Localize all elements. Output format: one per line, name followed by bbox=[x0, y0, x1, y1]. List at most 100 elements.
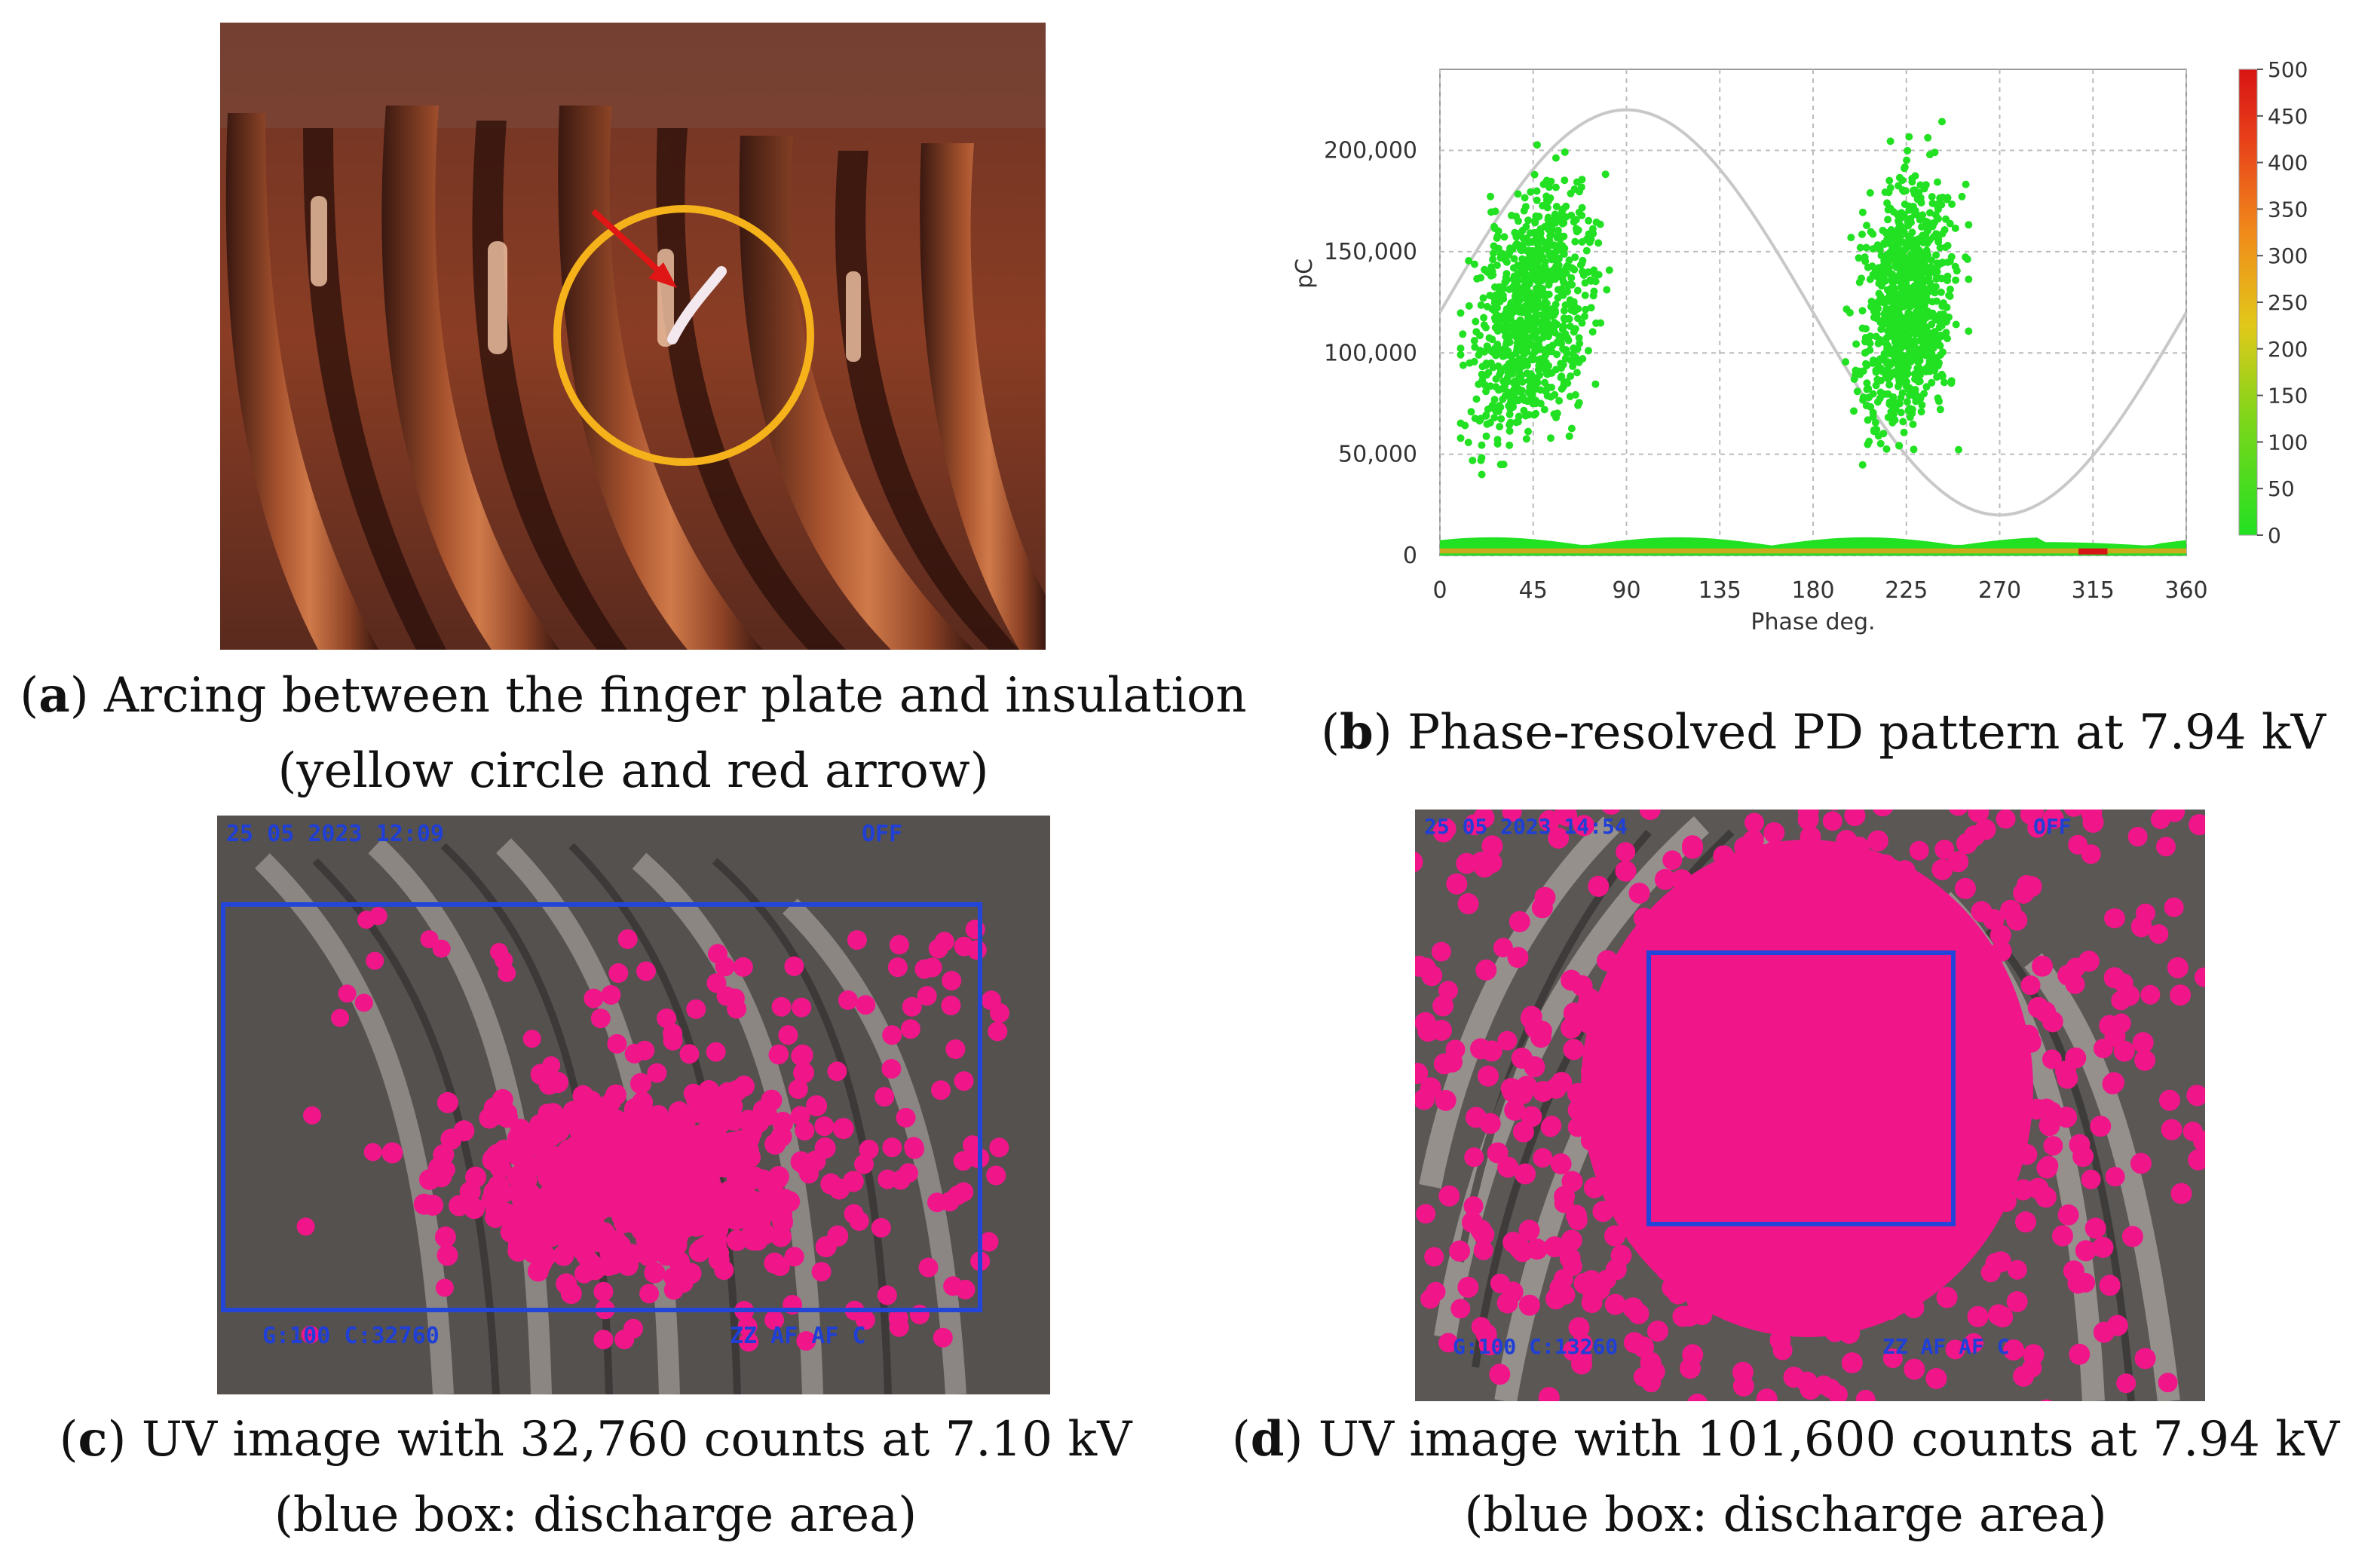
pd-point bbox=[1880, 239, 1888, 247]
pd-point bbox=[1936, 406, 1944, 414]
uv-spot bbox=[1627, 1038, 1648, 1060]
pd-point bbox=[1944, 335, 1951, 343]
uv-spot bbox=[1830, 1280, 1852, 1302]
uv-spot bbox=[1647, 1321, 1668, 1342]
y-tick-label: 150,000 bbox=[1324, 239, 1417, 265]
pd-point bbox=[1550, 241, 1558, 249]
uv-spot bbox=[2134, 1049, 2156, 1071]
uv-spot bbox=[988, 1021, 1008, 1042]
pd-point bbox=[1873, 265, 1881, 273]
uv-spot bbox=[882, 1025, 902, 1045]
uv-spot bbox=[854, 1154, 874, 1174]
pd-point bbox=[1919, 314, 1928, 323]
uv-spot bbox=[623, 1318, 643, 1339]
pd-point bbox=[1965, 275, 1973, 283]
uv-spot bbox=[1497, 1030, 1518, 1051]
uv-spot bbox=[624, 1043, 645, 1064]
uv-spot bbox=[1772, 1340, 1793, 1360]
uv-spot bbox=[1433, 1053, 1455, 1075]
pd-point bbox=[1925, 271, 1933, 280]
pd-point bbox=[1556, 240, 1564, 249]
pd-point bbox=[1910, 271, 1919, 279]
uv-spot bbox=[1792, 1045, 1813, 1067]
uv-spot bbox=[1855, 1088, 1876, 1109]
pd-point bbox=[1466, 359, 1474, 367]
uv-spot bbox=[1556, 810, 1578, 827]
pd-point bbox=[1465, 301, 1473, 310]
pd-point bbox=[1488, 335, 1496, 344]
uv-spot bbox=[1981, 1171, 2003, 1192]
uv-spot bbox=[2090, 1116, 2112, 1137]
pd-point bbox=[1532, 317, 1539, 326]
pd-point bbox=[1539, 333, 1547, 341]
pd-point bbox=[1585, 230, 1593, 238]
pd-point bbox=[1561, 268, 1568, 276]
pd-point bbox=[1512, 418, 1521, 427]
uv-spot bbox=[2066, 957, 2086, 978]
pd-point bbox=[1481, 381, 1489, 389]
pd-point bbox=[1859, 396, 1867, 404]
pd-point bbox=[1916, 197, 1925, 205]
pd-point bbox=[1876, 439, 1885, 448]
pd-point bbox=[1530, 342, 1538, 350]
uv-spot bbox=[2136, 903, 2156, 923]
uv-spot bbox=[1683, 1015, 1705, 1036]
pd-point bbox=[1948, 200, 1956, 208]
pd-point bbox=[1574, 401, 1582, 409]
pd-point bbox=[1894, 358, 1902, 366]
pd-point bbox=[1578, 204, 1586, 212]
uv-spot bbox=[623, 1159, 644, 1180]
uv-spot bbox=[542, 1056, 561, 1075]
arc-spot bbox=[667, 266, 727, 344]
colorbar-tick-label: 50 bbox=[2268, 476, 2295, 501]
pd-point bbox=[1478, 470, 1486, 479]
caption-a-line1: ) Arcing between the finger plate and in… bbox=[69, 668, 1247, 724]
uv-spot bbox=[896, 1107, 916, 1128]
colorbar-tick-label: 100 bbox=[2268, 430, 2308, 455]
uv-spot bbox=[1479, 1113, 1501, 1134]
uv-spot bbox=[1729, 960, 1751, 981]
uv-spot bbox=[1873, 810, 1893, 817]
uv-spot bbox=[1809, 975, 1831, 997]
pd-point bbox=[1512, 350, 1520, 358]
uv-spot bbox=[726, 1229, 748, 1251]
uv-spot bbox=[1867, 1290, 1887, 1311]
pd-point bbox=[1922, 292, 1930, 300]
pd-point bbox=[1929, 344, 1937, 352]
uv-spot bbox=[1900, 872, 1922, 894]
pd-point bbox=[1524, 320, 1533, 329]
uv-spot bbox=[1752, 1174, 1774, 1195]
pd-point bbox=[1578, 319, 1586, 327]
uv-spot bbox=[989, 1137, 1009, 1158]
uv-spot bbox=[1822, 811, 1842, 831]
uv-spot bbox=[796, 1331, 816, 1351]
uv-spot bbox=[1682, 837, 1703, 859]
uv-spot bbox=[1735, 1303, 1757, 1325]
caption-d-letter: d bbox=[1250, 1411, 1285, 1468]
uv-spot bbox=[1445, 1039, 1466, 1060]
uv-spot bbox=[2016, 1143, 2038, 1165]
uv-spot bbox=[1943, 905, 1964, 927]
uv-spot bbox=[1424, 1247, 1444, 1267]
uv-spot bbox=[2038, 1115, 2060, 1137]
uv-spot bbox=[1610, 1244, 1632, 1266]
pd-point bbox=[1601, 170, 1610, 179]
uv-spot bbox=[1553, 1269, 1573, 1289]
uv-spot bbox=[2092, 1237, 2114, 1258]
uv-spot bbox=[1821, 1262, 1842, 1284]
uv-spot bbox=[1964, 1333, 1983, 1353]
uv-spot bbox=[2057, 1204, 2079, 1226]
pd-point bbox=[1459, 361, 1467, 369]
uv-spot bbox=[1582, 1284, 1604, 1306]
uv-spot bbox=[1721, 983, 1743, 1005]
pd-point bbox=[1541, 222, 1548, 231]
uv-spot bbox=[1635, 1179, 1657, 1201]
pd-point bbox=[1581, 312, 1588, 320]
pd-point bbox=[1551, 300, 1560, 308]
uv-spot bbox=[686, 999, 706, 1019]
uv-spot bbox=[1995, 1191, 2017, 1212]
pd-point bbox=[1479, 294, 1487, 302]
uv-spot bbox=[602, 1091, 622, 1112]
pd-point bbox=[1544, 216, 1552, 224]
pd-point bbox=[1542, 358, 1550, 366]
